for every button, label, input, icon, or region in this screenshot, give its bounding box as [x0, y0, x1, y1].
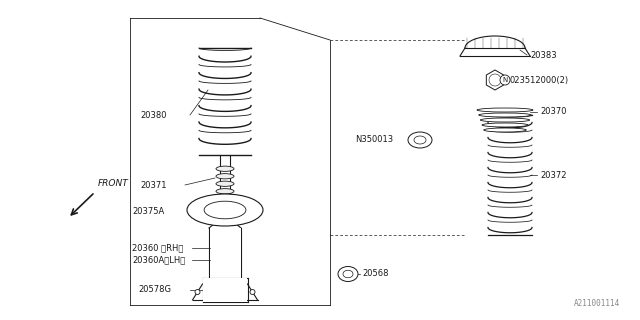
Ellipse shape: [479, 113, 531, 117]
Text: N: N: [502, 77, 508, 83]
FancyBboxPatch shape: [203, 278, 247, 302]
Ellipse shape: [204, 201, 246, 219]
Text: 20370: 20370: [540, 108, 566, 116]
Ellipse shape: [338, 267, 358, 282]
Text: 20372: 20372: [540, 171, 566, 180]
Text: 20360A〈LH〉: 20360A〈LH〉: [132, 255, 185, 265]
Ellipse shape: [408, 132, 432, 148]
Ellipse shape: [187, 194, 263, 226]
Text: 20578G: 20578G: [138, 285, 171, 294]
Text: A211001114: A211001114: [573, 299, 620, 308]
Ellipse shape: [414, 136, 426, 144]
Ellipse shape: [216, 174, 234, 179]
Text: 20360 〈RH〉: 20360 〈RH〉: [132, 244, 184, 252]
Text: 20371: 20371: [140, 180, 166, 189]
Text: 20568: 20568: [362, 269, 388, 278]
Ellipse shape: [195, 290, 200, 294]
Ellipse shape: [500, 75, 510, 85]
Text: 20380: 20380: [140, 110, 166, 119]
Text: 023512000(2): 023512000(2): [510, 76, 569, 84]
Ellipse shape: [482, 123, 528, 127]
FancyBboxPatch shape: [209, 228, 241, 278]
Ellipse shape: [343, 270, 353, 278]
Text: 20383: 20383: [530, 51, 557, 60]
Ellipse shape: [481, 118, 530, 122]
Text: N350013: N350013: [355, 135, 393, 145]
Text: 20375A: 20375A: [132, 207, 164, 217]
Ellipse shape: [477, 108, 533, 112]
Ellipse shape: [216, 166, 234, 172]
Ellipse shape: [216, 181, 234, 186]
Ellipse shape: [484, 128, 526, 132]
Ellipse shape: [250, 290, 255, 294]
Ellipse shape: [216, 188, 234, 194]
Text: FRONT: FRONT: [98, 179, 129, 188]
Ellipse shape: [489, 74, 501, 86]
